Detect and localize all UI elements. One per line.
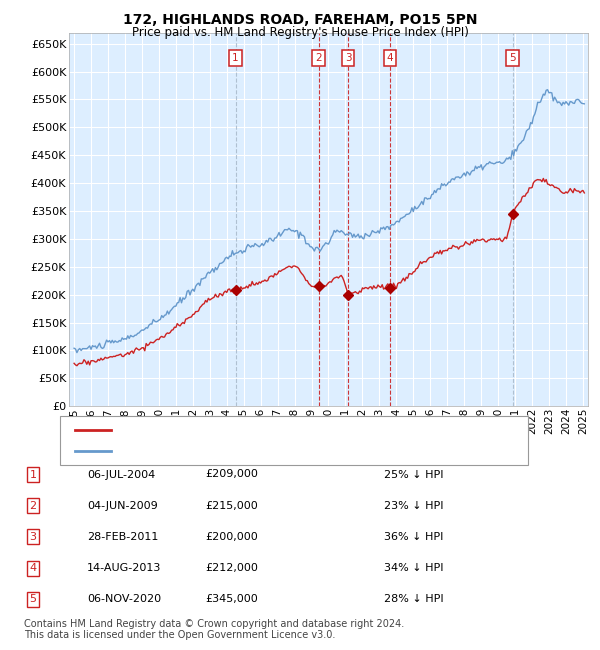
Text: 3: 3 — [29, 532, 37, 542]
Text: £215,000: £215,000 — [205, 500, 258, 511]
Text: This data is licensed under the Open Government Licence v3.0.: This data is licensed under the Open Gov… — [24, 630, 335, 640]
Text: 23% ↓ HPI: 23% ↓ HPI — [384, 500, 443, 511]
Text: 14-AUG-2013: 14-AUG-2013 — [87, 563, 161, 573]
Text: HPI: Average price, detached house, Fareham: HPI: Average price, detached house, Fare… — [117, 446, 367, 456]
Text: 36% ↓ HPI: 36% ↓ HPI — [384, 532, 443, 542]
Text: 28-FEB-2011: 28-FEB-2011 — [87, 532, 158, 542]
Text: 34% ↓ HPI: 34% ↓ HPI — [384, 563, 443, 573]
Text: 4: 4 — [386, 53, 393, 62]
Text: 2: 2 — [316, 53, 322, 62]
Text: Price paid vs. HM Land Registry's House Price Index (HPI): Price paid vs. HM Land Registry's House … — [131, 26, 469, 39]
Text: 28% ↓ HPI: 28% ↓ HPI — [384, 594, 443, 604]
Text: 06-JUL-2004: 06-JUL-2004 — [87, 469, 155, 480]
Text: 2: 2 — [29, 500, 37, 511]
Text: £209,000: £209,000 — [205, 469, 258, 480]
Text: 06-NOV-2020: 06-NOV-2020 — [87, 594, 161, 604]
Text: 4: 4 — [29, 563, 37, 573]
Text: £345,000: £345,000 — [205, 594, 258, 604]
Text: 1: 1 — [29, 469, 37, 480]
Text: 172, HIGHLANDS ROAD, FAREHAM, PO15 5PN: 172, HIGHLANDS ROAD, FAREHAM, PO15 5PN — [123, 13, 477, 27]
Text: 25% ↓ HPI: 25% ↓ HPI — [384, 469, 443, 480]
Text: 5: 5 — [29, 594, 37, 604]
Text: 04-JUN-2009: 04-JUN-2009 — [87, 500, 158, 511]
Text: 3: 3 — [345, 53, 352, 62]
Text: Contains HM Land Registry data © Crown copyright and database right 2024.: Contains HM Land Registry data © Crown c… — [24, 619, 404, 629]
Text: 5: 5 — [509, 53, 516, 62]
Text: £212,000: £212,000 — [205, 563, 258, 573]
Text: 1: 1 — [232, 53, 239, 62]
Text: £200,000: £200,000 — [205, 532, 258, 542]
Text: 172, HIGHLANDS ROAD, FAREHAM, PO15 5PN (detached house): 172, HIGHLANDS ROAD, FAREHAM, PO15 5PN (… — [117, 424, 466, 435]
